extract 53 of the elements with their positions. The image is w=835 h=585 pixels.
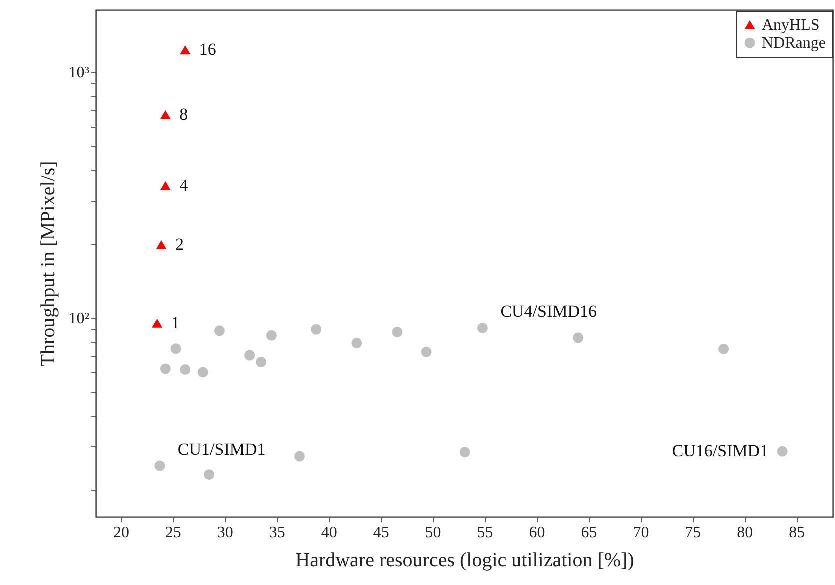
y-tick-label: 10²	[68, 310, 90, 328]
x-tick-label: 60	[529, 524, 546, 542]
point	[244, 350, 256, 361]
annotation: 4	[180, 176, 189, 195]
point	[573, 332, 584, 344]
x-tick-label: 80	[737, 524, 754, 542]
y-axis-title: Throughput in [MPixel/s]	[38, 161, 60, 367]
point	[156, 240, 167, 250]
point	[421, 346, 432, 358]
point	[777, 446, 788, 457]
point	[154, 460, 166, 472]
point	[160, 364, 171, 374]
x-tick-label: 55	[477, 524, 494, 542]
x-tick-label: 30	[217, 524, 234, 542]
x-tick-label: 35	[269, 524, 286, 542]
point	[311, 324, 322, 335]
point	[198, 367, 208, 378]
point	[170, 344, 182, 354]
point	[352, 338, 362, 348]
point	[180, 364, 191, 376]
annotation: 1	[171, 313, 180, 332]
annotation: CU1/SIMD1	[178, 440, 266, 459]
point	[718, 344, 730, 354]
y-tick-label: 10³	[68, 64, 90, 82]
point	[392, 327, 403, 338]
point	[256, 357, 267, 368]
x-tick-label: 45	[373, 524, 390, 542]
x-tick-label: 65	[581, 524, 598, 542]
annotation: 16	[199, 40, 216, 60]
x-axis-title: Hardware resources (logic utilization [%])	[296, 550, 634, 572]
annotation: CU4/SIMD16	[500, 302, 598, 322]
point	[180, 46, 191, 55]
annotation: 2	[175, 234, 184, 254]
x-tick-label: 25	[165, 524, 182, 542]
annotation: 8	[180, 104, 188, 124]
point	[294, 451, 305, 462]
point	[160, 181, 171, 190]
legend-label: NDRange	[762, 35, 826, 52]
x-tick-label: 40	[321, 524, 338, 542]
annotation: CU16/SIMD1	[672, 442, 769, 461]
x-tick-label: 20	[113, 524, 130, 542]
point	[460, 447, 470, 458]
point	[204, 470, 215, 480]
legend-label: AnyHLS	[762, 17, 820, 34]
point	[266, 330, 277, 341]
point	[160, 110, 171, 120]
point	[152, 318, 163, 328]
x-tick-label: 85	[789, 524, 806, 542]
x-tick-label: 75	[685, 524, 702, 542]
point	[214, 326, 225, 336]
x-tick-label: 70	[633, 524, 650, 542]
point	[477, 322, 488, 334]
x-tick-label: 50	[425, 524, 442, 542]
